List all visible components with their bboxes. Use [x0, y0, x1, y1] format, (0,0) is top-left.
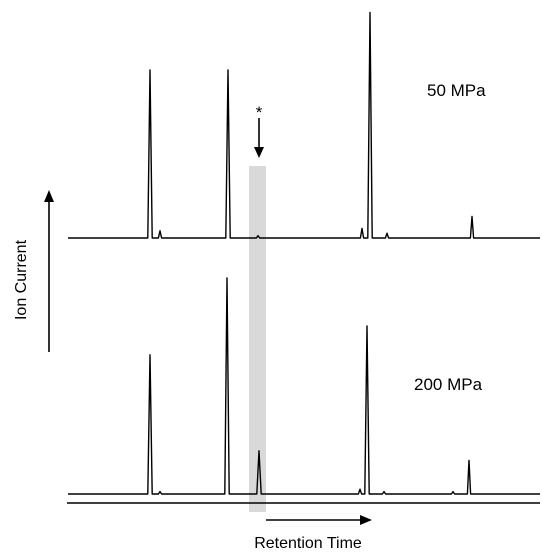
trace-series-2: [68, 277, 540, 495]
series-label-50mpa: 50 MPa: [427, 81, 486, 100]
marker-asterisk: *: [256, 103, 263, 122]
traces-group: [68, 11, 540, 495]
y-axis-arrow: [44, 190, 54, 352]
x-axis-label: Retention Time: [254, 535, 362, 552]
x-axis-arrow: [266, 515, 372, 525]
highlight-band: [249, 166, 266, 512]
series-label-200mpa: 200 MPa: [414, 375, 483, 394]
y-axis-label: Ion Current: [13, 239, 30, 320]
trace-series-1: [68, 11, 540, 239]
marker-arrow: [254, 118, 264, 158]
